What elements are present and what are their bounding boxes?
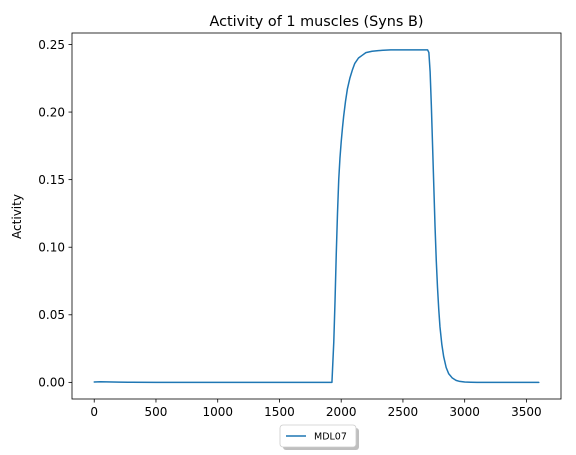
x-tick-label-3: 1500 xyxy=(264,405,295,419)
x-tick-label-4: 2000 xyxy=(326,405,357,419)
x-tick-label-6: 3000 xyxy=(449,405,480,419)
x-tick-label-7: 3500 xyxy=(511,405,542,419)
plot-area xyxy=(71,32,562,400)
y-tick-label-3: 0.15 xyxy=(38,173,65,187)
y-axis-label: Activity xyxy=(10,194,24,239)
legend-box xyxy=(279,424,357,448)
x-tick-label-1: 500 xyxy=(145,405,168,419)
x-tick-label-2: 1000 xyxy=(202,405,233,419)
x-tick-label-5: 2500 xyxy=(388,405,419,419)
legend-label-mdl07: MDL07 xyxy=(314,432,347,443)
y-tick-label-1: 0.05 xyxy=(38,308,65,322)
legend: MDL07 xyxy=(279,424,359,450)
series-layer xyxy=(93,49,540,384)
y-tick-label-2: 0.10 xyxy=(38,241,65,255)
y-axis: 0.00 0.05 0.10 0.15 0.20 0.25 xyxy=(38,38,72,390)
y-tick-label-5: 0.25 xyxy=(38,38,65,52)
y-tick-label-4: 0.20 xyxy=(38,105,65,119)
x-tick-label-0: 0 xyxy=(90,405,98,419)
chart-title: Activity of 1 muscles (Syns B) xyxy=(210,14,424,30)
plot-frame xyxy=(71,32,562,400)
series-line-mdl07 xyxy=(93,49,540,384)
y-tick-label-0: 0.00 xyxy=(38,376,65,390)
x-axis: 0 500 1000 1500 2000 2500 3000 3500 xyxy=(90,399,542,419)
